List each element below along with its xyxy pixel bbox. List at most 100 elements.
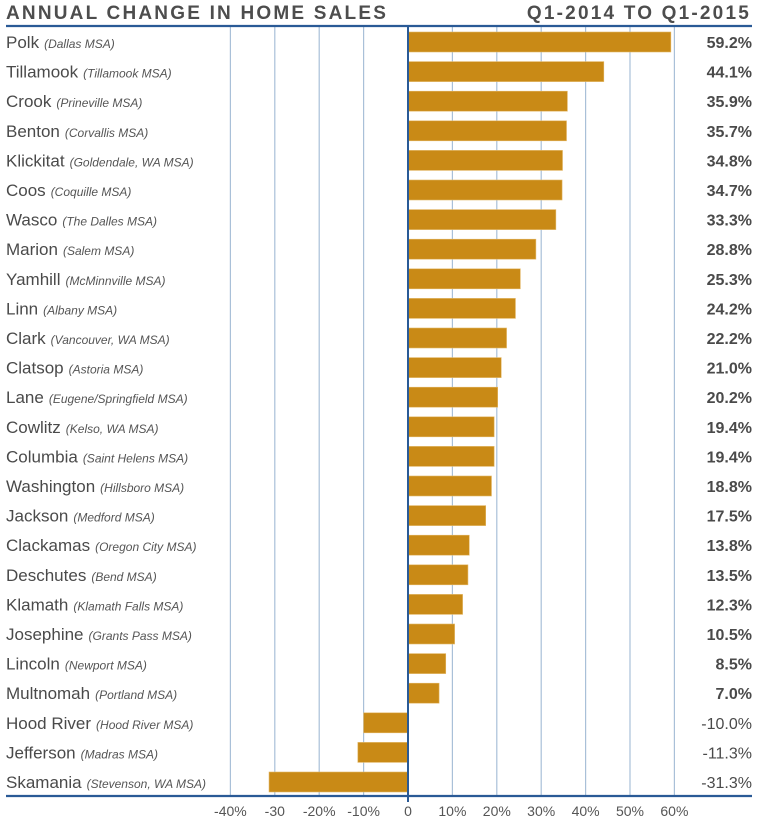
bar-yamhill — [407, 268, 521, 290]
bar-klamath — [407, 594, 463, 615]
category-name: Klickitat — [6, 151, 65, 170]
x-tick-label: -10% — [347, 803, 380, 819]
category-msa: (Dallas MSA) — [44, 37, 115, 51]
category-name: Wasco — [6, 211, 57, 230]
category-name: Polk — [6, 33, 40, 52]
value-label: 13.8% — [707, 538, 752, 555]
category-label: Klickitat (Goldendale, WA MSA) — [6, 151, 194, 170]
chart-title: ANNUAL CHANGE IN HOME SALES — [6, 3, 388, 24]
category-label: Jackson (Medford MSA) — [6, 507, 155, 526]
category-msa: (Bend MSA) — [91, 570, 156, 584]
category-name: Deschutes — [6, 566, 86, 585]
bar-clark — [407, 327, 507, 349]
gridlines — [229, 26, 676, 796]
x-tick-label: -20% — [303, 803, 336, 819]
category-name: Linn — [6, 299, 38, 318]
category-msa: (Madras MSA) — [81, 747, 158, 761]
category-msa: (Newport MSA) — [65, 659, 147, 673]
category-label: Polk (Dallas MSA) — [6, 33, 115, 52]
category-name: Benton — [6, 122, 60, 141]
category-msa: (The Dalles MSA) — [62, 215, 157, 229]
bar-lane — [407, 386, 498, 408]
category-msa: (Hillsboro MSA) — [100, 481, 184, 495]
category-label: Hood River (Hood River MSA) — [6, 714, 193, 733]
category-label: Marion (Salem MSA) — [6, 240, 134, 259]
category-label: Lane (Eugene/Springfield MSA) — [6, 388, 188, 407]
x-tick-label: 60% — [660, 803, 688, 819]
bar-marion — [407, 238, 537, 260]
value-label: 22.2% — [707, 331, 752, 348]
value-label: 35.9% — [707, 94, 752, 111]
bar-benton — [407, 120, 567, 142]
value-label: 10.5% — [707, 627, 752, 644]
value-label: 25.3% — [707, 272, 752, 289]
category-name: Skamania — [6, 773, 82, 792]
category-msa: (Portland MSA) — [95, 688, 177, 702]
category-msa: (Tillamook MSA) — [83, 67, 172, 81]
bar-deschutes — [407, 564, 469, 586]
category-msa: (Hood River MSA) — [96, 718, 193, 732]
bar-coos — [407, 179, 563, 201]
x-tick-label: 40% — [572, 803, 600, 819]
category-label: Jefferson (Madras MSA) — [6, 743, 158, 762]
value-label: 13.5% — [707, 568, 752, 585]
value-label: -11.3% — [702, 745, 752, 762]
category-label: Deschutes (Bend MSA) — [6, 566, 157, 585]
category-msa: (Klamath Falls MSA) — [73, 599, 183, 613]
category-msa: (McMinnville MSA) — [65, 274, 165, 288]
category-name: Clackamas — [6, 536, 90, 555]
category-label: Coos (Coquille MSA) — [6, 181, 131, 200]
value-label: 19.4% — [707, 420, 752, 437]
bar-clackamas — [407, 534, 470, 556]
category-msa: (Eugene/Springfield MSA) — [49, 392, 188, 406]
bar-jackson — [407, 505, 486, 526]
value-label: 20.2% — [707, 390, 752, 407]
value-label: 12.3% — [707, 597, 752, 614]
category-name: Lane — [6, 388, 44, 407]
x-tick-label: 50% — [616, 803, 644, 819]
axes — [6, 24, 752, 802]
category-name: Yamhill — [6, 270, 60, 289]
x-tick-label: 0 — [404, 803, 412, 819]
value-label: 34.8% — [707, 153, 752, 170]
category-label: Skamania (Stevenson, WA MSA) — [6, 773, 206, 792]
value-label: -31.3% — [701, 775, 752, 792]
chart-subtitle: Q1-2014 TO Q1-2015 — [527, 3, 751, 24]
value-label: 7.0% — [716, 686, 752, 703]
category-labels: Polk (Dallas MSA) Tillamook (Tillamook MSA)… — [6, 33, 206, 792]
category-msa: (Oregon City MSA) — [95, 540, 196, 554]
category-msa: (Prineville MSA) — [56, 96, 142, 110]
category-label: Tillamook (Tillamook MSA) — [6, 63, 172, 82]
category-msa: (Kelso, WA MSA) — [66, 422, 159, 436]
value-label: 28.8% — [707, 242, 752, 259]
value-label: 8.5% — [716, 657, 752, 674]
category-label: Klamath (Klamath Falls MSA) — [6, 595, 183, 614]
value-label: 24.2% — [707, 301, 752, 318]
bar-lincoln — [407, 653, 447, 674]
category-msa: (Coquille MSA) — [51, 185, 132, 199]
category-msa: (Stevenson, WA MSA) — [87, 777, 206, 791]
bar-linn — [407, 298, 516, 319]
bar-washington — [407, 475, 492, 497]
bar-cowlitz — [407, 416, 495, 438]
category-name: Hood River — [6, 714, 91, 733]
value-label: 21.0% — [707, 361, 752, 378]
bar-josephine — [407, 623, 455, 645]
category-msa: (Goldendale, WA MSA) — [70, 155, 194, 169]
bar-columbia — [407, 446, 495, 467]
category-msa: (Saint Helens MSA) — [83, 451, 188, 465]
value-label: 19.4% — [707, 449, 752, 466]
category-label: Crook (Prineville MSA) — [6, 92, 142, 111]
category-label: Benton (Corvallis MSA) — [6, 122, 148, 141]
category-msa: (Salem MSA) — [63, 244, 134, 258]
category-name: Jackson — [6, 507, 68, 526]
category-msa: (Medford MSA) — [73, 511, 154, 525]
category-name: Tillamook — [6, 63, 79, 82]
x-tick-label: -30 — [265, 803, 285, 819]
category-msa: (Vancouver, WA MSA) — [51, 333, 170, 347]
x-axis-ticks: -40% -30 -20% -10% 0 10% 20% 30% 40% 50% 60% — [214, 803, 688, 819]
category-name: Washington — [6, 477, 95, 496]
value-label: 34.7% — [707, 183, 752, 200]
bar-crook — [407, 90, 568, 112]
category-msa: (Corvallis MSA) — [65, 126, 148, 140]
